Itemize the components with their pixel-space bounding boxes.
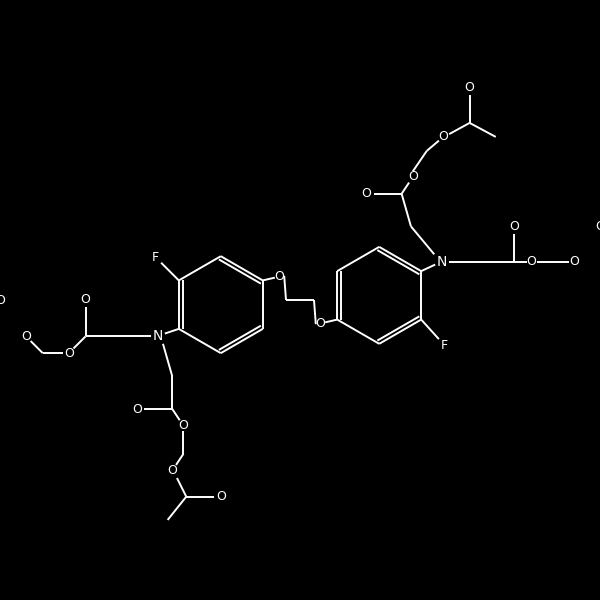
- Text: N: N: [153, 329, 163, 343]
- Text: O: O: [64, 347, 74, 359]
- Text: O: O: [316, 317, 325, 330]
- Text: O: O: [408, 170, 418, 184]
- Text: F: F: [441, 339, 448, 352]
- Text: N: N: [437, 255, 447, 269]
- Text: O: O: [275, 270, 284, 283]
- Text: O: O: [569, 255, 579, 268]
- Text: O: O: [179, 419, 188, 433]
- Text: O: O: [80, 293, 91, 305]
- Text: O: O: [526, 255, 536, 268]
- Text: O: O: [132, 403, 142, 416]
- Text: O: O: [509, 220, 520, 233]
- Text: O: O: [465, 81, 475, 94]
- Text: O: O: [217, 490, 227, 503]
- Text: O: O: [439, 130, 448, 143]
- Text: O: O: [595, 220, 600, 233]
- Text: O: O: [361, 187, 371, 200]
- Text: O: O: [0, 295, 5, 307]
- Text: O: O: [21, 330, 31, 343]
- Text: F: F: [152, 251, 159, 263]
- Text: O: O: [167, 464, 177, 477]
